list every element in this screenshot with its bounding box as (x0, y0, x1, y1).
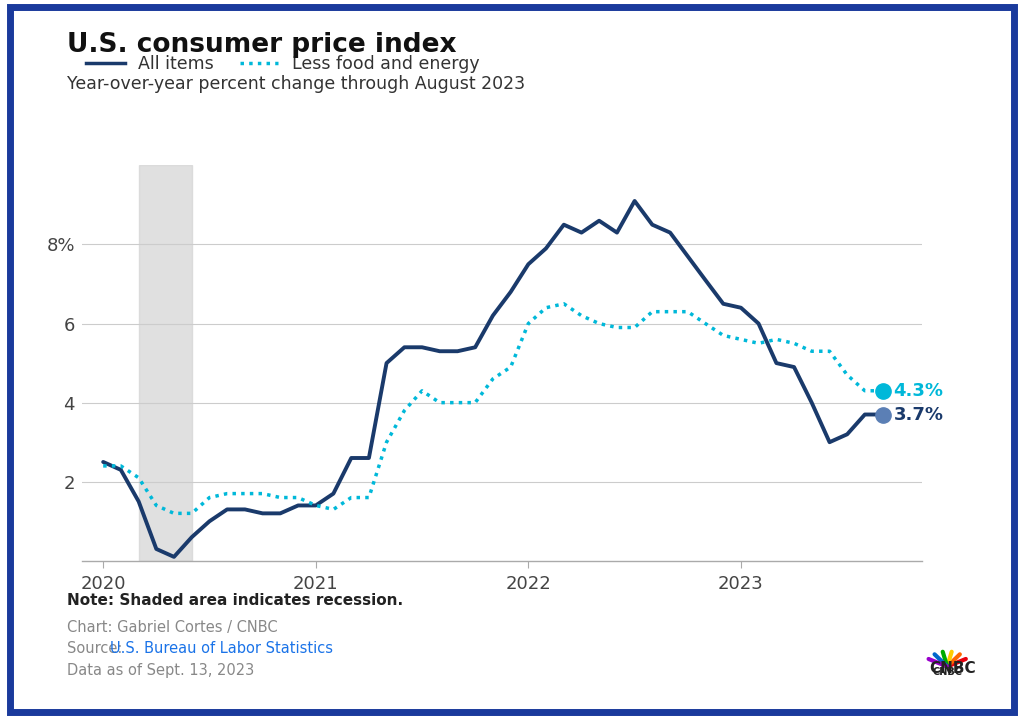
Text: 3.7%: 3.7% (893, 406, 943, 423)
Text: CNBC: CNBC (932, 667, 963, 677)
Text: Note: Shaded area indicates recession.: Note: Shaded area indicates recession. (67, 593, 402, 608)
Text: CNBC: CNBC (929, 661, 976, 676)
Bar (139, 165, 193, 561)
Text: Year-over-year percent change through August 2023: Year-over-year percent change through Au… (67, 75, 524, 93)
Text: Data as of Sept. 13, 2023: Data as of Sept. 13, 2023 (67, 663, 254, 678)
Text: Source:: Source: (67, 641, 127, 656)
Text: U.S. consumer price index: U.S. consumer price index (67, 32, 456, 58)
Text: Chart: Gabriel Cortes / CNBC: Chart: Gabriel Cortes / CNBC (67, 620, 278, 635)
Text: 4.3%: 4.3% (893, 382, 943, 400)
Legend: All items, Less food and energy: All items, Less food and energy (86, 55, 480, 73)
Text: U.S. Bureau of Labor Statistics: U.S. Bureau of Labor Statistics (110, 641, 333, 656)
